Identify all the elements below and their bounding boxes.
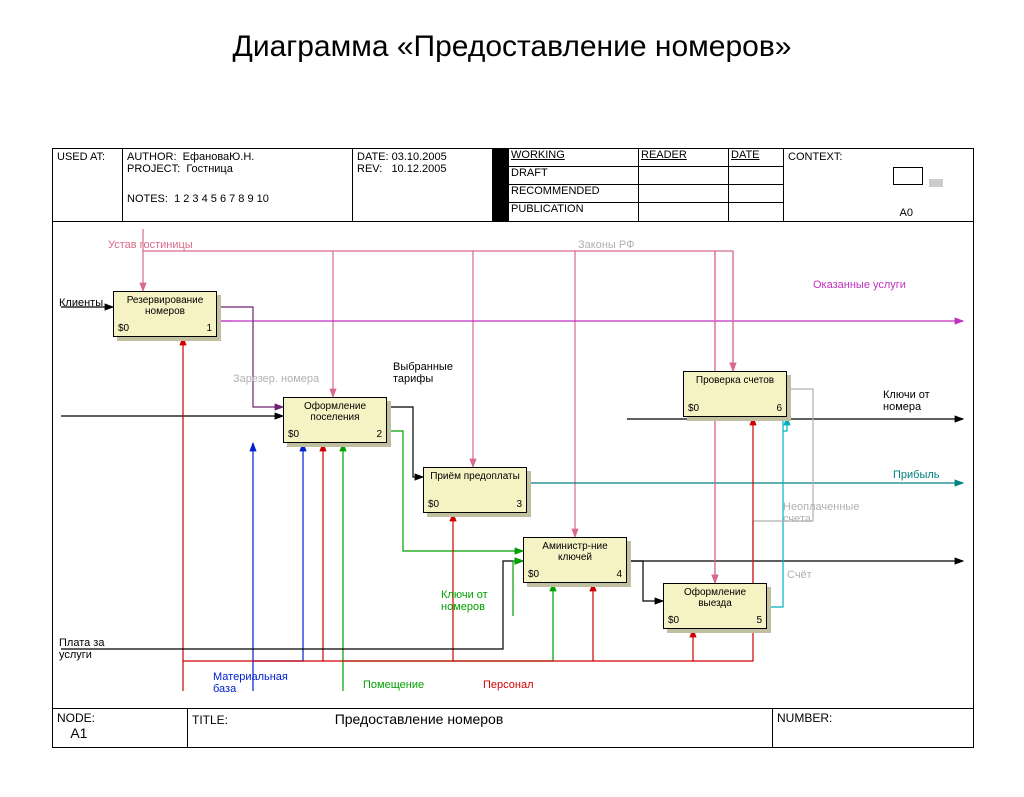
idef0-frame: USED AT: AUTHOR: ЕфановаЮ.Н. PROJECT: Го… (52, 148, 974, 748)
arrow-label: Выбранные тарифы (393, 361, 453, 385)
footer-node-value: A1 (70, 725, 87, 741)
status-draft: DRAFT (509, 167, 638, 185)
arrow-label: Зарезер. номера (233, 373, 319, 385)
footer-title-value: Предоставление номеров (335, 711, 504, 727)
arrow-label: Устав гостиницы (108, 239, 193, 251)
status-recommended: RECOMMENDED (509, 185, 638, 203)
arrow-label: Неоплаченные счета (783, 501, 859, 525)
status-publication: PUBLICATION (509, 203, 638, 220)
footer-node-label: NODE: (57, 711, 95, 725)
arrow-label: Ключи от номера (883, 389, 930, 413)
arrow-label: Материальная база (213, 671, 288, 695)
date2-cell: DATE (729, 149, 784, 221)
idef0-node-3: Приём предоплаты$03 (423, 467, 527, 513)
date-value: 03.10.2005 (392, 151, 447, 163)
footer-row: NODE: A1 TITLE: Предоставление номеров N… (53, 708, 973, 747)
context-box-icon (893, 167, 923, 185)
arrow-label: Помещение (363, 679, 424, 691)
author-value: ЕфановаЮ.Н. (183, 151, 255, 163)
status-cell: WORKING DRAFT RECOMMENDED PUBLICATION (509, 149, 639, 221)
arrow-label: Плата за услуги (59, 637, 104, 661)
arrow-label: Клиенты (59, 297, 103, 309)
date-label: DATE: (357, 151, 389, 163)
idef0-node-5: Оформление выезда$05 (663, 583, 767, 629)
arrow-label: Ключи от номеров (441, 589, 488, 613)
used-at-label: USED AT: (57, 151, 105, 163)
black-strip (493, 149, 509, 221)
reader-cell: READER (639, 149, 729, 221)
date-rev-cell: DATE: 03.10.2005 REV: 10.12.2005 (353, 149, 493, 221)
project-label: PROJECT: (127, 163, 180, 175)
footer-number-cell: NUMBER: (773, 709, 973, 747)
footer-title-label: TITLE: (192, 713, 228, 727)
arrow-label: Счёт (787, 569, 812, 581)
date2-label: DATE (729, 149, 783, 167)
idef0-node-1: Резервирование номеров$01 (113, 291, 217, 337)
arrow-label: Персонал (483, 679, 534, 691)
used-at-cell: USED AT: (53, 149, 123, 221)
notes-value: 1 2 3 4 5 6 7 8 9 10 (174, 193, 269, 205)
author-label: AUTHOR: (127, 151, 177, 163)
arrow-label: Прибыль (893, 469, 940, 481)
reader-label: READER (639, 149, 728, 167)
idef0-node-2: Оформление поселения$02 (283, 397, 387, 443)
idef0-node-6: Проверка счетов$06 (683, 371, 787, 417)
arrow-label: Оказанные услуги (813, 279, 906, 291)
context-box-small-icon (929, 179, 943, 187)
diagram-canvas: Резервирование номеров$01 Оформление посе… (53, 221, 973, 709)
status-working: WORKING (509, 149, 638, 167)
rev-value: 10.12.2005 (391, 163, 446, 175)
notes-label: NOTES: (127, 193, 168, 205)
arrow-label: Законы РФ (578, 239, 634, 251)
author-project-cell: AUTHOR: ЕфановаЮ.Н. PROJECT: Гостница NO… (123, 149, 353, 221)
header-row: USED AT: AUTHOR: ЕфановаЮ.Н. PROJECT: Го… (53, 149, 973, 222)
idef0-node-4: Аминистр-ние ключей$04 (523, 537, 627, 583)
footer-number-label: NUMBER: (777, 711, 832, 725)
project-value: Гостница (186, 163, 233, 175)
footer-node-cell: NODE: A1 (53, 709, 188, 747)
rev-label: REV: (357, 163, 382, 175)
context-label: CONTEXT: (788, 151, 842, 163)
page-title: Диаграмма «Предоставление номеров» (0, 30, 1024, 64)
footer-title-cell: TITLE: Предоставление номеров (188, 709, 773, 747)
context-code: A0 (900, 207, 913, 219)
context-cell: CONTEXT: A0 (784, 149, 973, 221)
